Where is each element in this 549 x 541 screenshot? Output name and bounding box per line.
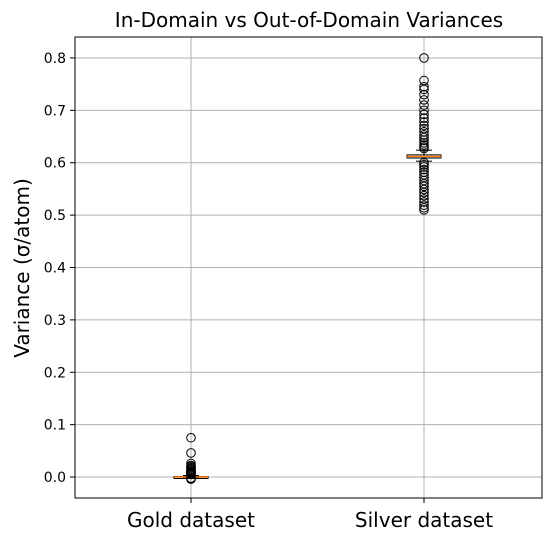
y-tick-label: 0.1 — [44, 418, 66, 434]
outlier-point — [419, 120, 429, 131]
outlier-point — [419, 89, 429, 100]
axis-ticks: 0.0 0.1 0.2 0.3 0.4 0.5 0.6 0.7 0.8 Gold dataset S… — [44, 51, 493, 532]
outlier-point — [419, 181, 429, 192]
outlier-point — [419, 184, 429, 195]
x-tick-label: Silver dataset — [355, 508, 493, 532]
y-tick-label: 0.5 — [44, 208, 66, 224]
y-tick-label: 0.8 — [44, 51, 66, 67]
outlier-point — [419, 162, 429, 172]
outlier-point — [419, 200, 429, 210]
outlier-point — [419, 117, 429, 127]
outlier-point — [186, 448, 196, 458]
outlier-point — [419, 84, 429, 95]
outlier-point — [419, 109, 429, 120]
outlier-point — [419, 113, 429, 123]
plot-area-frame — [74, 36, 543, 499]
outlier-point — [419, 187, 429, 198]
outlier-point — [419, 197, 429, 207]
outlier-point — [419, 190, 429, 201]
outlier-point — [419, 164, 429, 175]
y-tick-label: 0.2 — [44, 365, 66, 381]
y-tick-label: 0.4 — [44, 261, 66, 277]
outlier-point — [419, 81, 429, 92]
boxes — [173, 53, 442, 484]
outlier-point — [419, 130, 429, 140]
y-tick-label: 0.7 — [44, 103, 66, 119]
grid-lines — [75, 37, 542, 498]
outlier-point — [186, 432, 196, 443]
y-tick-label: 0.6 — [44, 156, 66, 172]
outlier-point — [419, 132, 429, 143]
outlier-point — [419, 143, 429, 154]
y-tick-label: 0.3 — [44, 313, 66, 329]
chart-title: In-Domain vs Out-of-Domain Variances — [115, 8, 503, 32]
outlier-point — [419, 95, 429, 105]
outlier-point — [419, 100, 429, 110]
x-tick-label: Gold dataset — [127, 508, 255, 532]
outlier-point — [419, 105, 429, 116]
y-axis-label: Variance (σ/atom) — [10, 178, 34, 358]
outlier-point — [186, 474, 196, 484]
box-gold-dataset — [173, 432, 209, 484]
box-silver-dataset — [406, 53, 442, 215]
outlier-point — [419, 53, 429, 63]
y-tick-label: 0.0 — [44, 470, 66, 486]
outlier-point — [419, 205, 429, 215]
outlier-point — [186, 469, 196, 480]
